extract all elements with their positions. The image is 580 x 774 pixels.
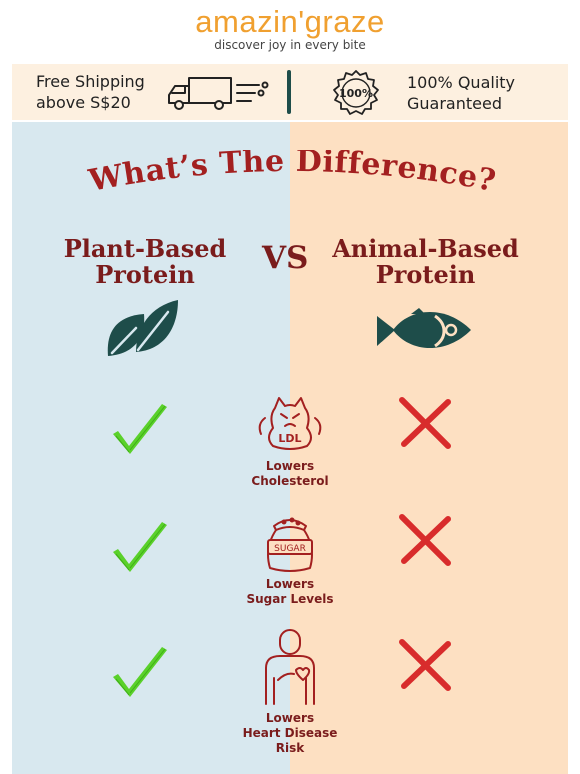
benefit-label-cholesterol-line-2: Cholesterol [251,474,329,488]
quality-line-1: 100% Quality [407,73,515,92]
heart-person-icon [265,629,315,705]
benefit-label-heart-line-1: Lowers [265,711,315,725]
animal-title-line-2: Protein [375,260,476,289]
quality-line-2: Guaranteed [407,94,502,113]
headline-text: What’s The Difference? [85,150,498,199]
plant-title: Plant-Based Protein [40,236,250,288]
promo-banner: Free Shipping above S$20 100% 100% Quali… [12,64,568,120]
quality-text: 100% Quality Guaranteed [407,72,515,114]
brand-tagline: discover joy in every bite [214,38,366,52]
plant-title-line-1: Plant-Based [63,234,227,263]
vs-label: VS [262,240,309,276]
cross-icon [399,397,451,449]
banner-divider [287,70,291,114]
benefit-label-sugar: Lowers Sugar Levels [215,577,365,607]
truck-icon [168,77,269,110]
leaf-icon [107,300,178,356]
check-icon [113,522,167,572]
ldl-text: LDL [278,432,301,445]
benefit-label-sugar-line-2: Sugar Levels [246,592,334,606]
cholesterol-icon: LDL [258,397,322,450]
cross-icon [399,514,451,566]
cross-icon [399,639,451,691]
badge-text: 100% [339,87,373,100]
sugar-text: SUGAR [274,544,306,554]
shipping-text: Free Shipping above S$20 [36,71,145,113]
sugar-sack-icon: SUGAR [267,517,313,572]
fish-icon [377,308,471,349]
benefit-label-cholesterol: Lowers Cholesterol [215,459,365,489]
check-icon [113,404,167,454]
svg-text:What’s The Difference?: What’s The Difference? [85,150,499,199]
quality-badge-icon: 100% [333,70,379,115]
brand-logo[interactable]: amazin'graze [195,4,385,39]
benefit-label-heart-line-3: Risk [275,741,305,755]
shipping-line-1: Free Shipping [36,72,145,91]
benefit-label-heart-line-2: Heart Disease [242,726,338,740]
shipping-line-2: above S$20 [36,93,131,112]
plant-title-line-2: Protein [95,260,195,289]
animal-title: Animal-Based Protein [318,236,533,288]
benefit-label-heart: Lowers Heart Disease Risk [215,711,365,756]
benefit-label-sugar-line-1: Lowers [265,577,315,591]
check-icon [113,647,167,697]
headline: What’s The Difference? [85,150,499,199]
benefit-label-cholesterol-line-1: Lowers [265,459,315,473]
animal-title-line-1: Animal-Based [332,234,519,263]
